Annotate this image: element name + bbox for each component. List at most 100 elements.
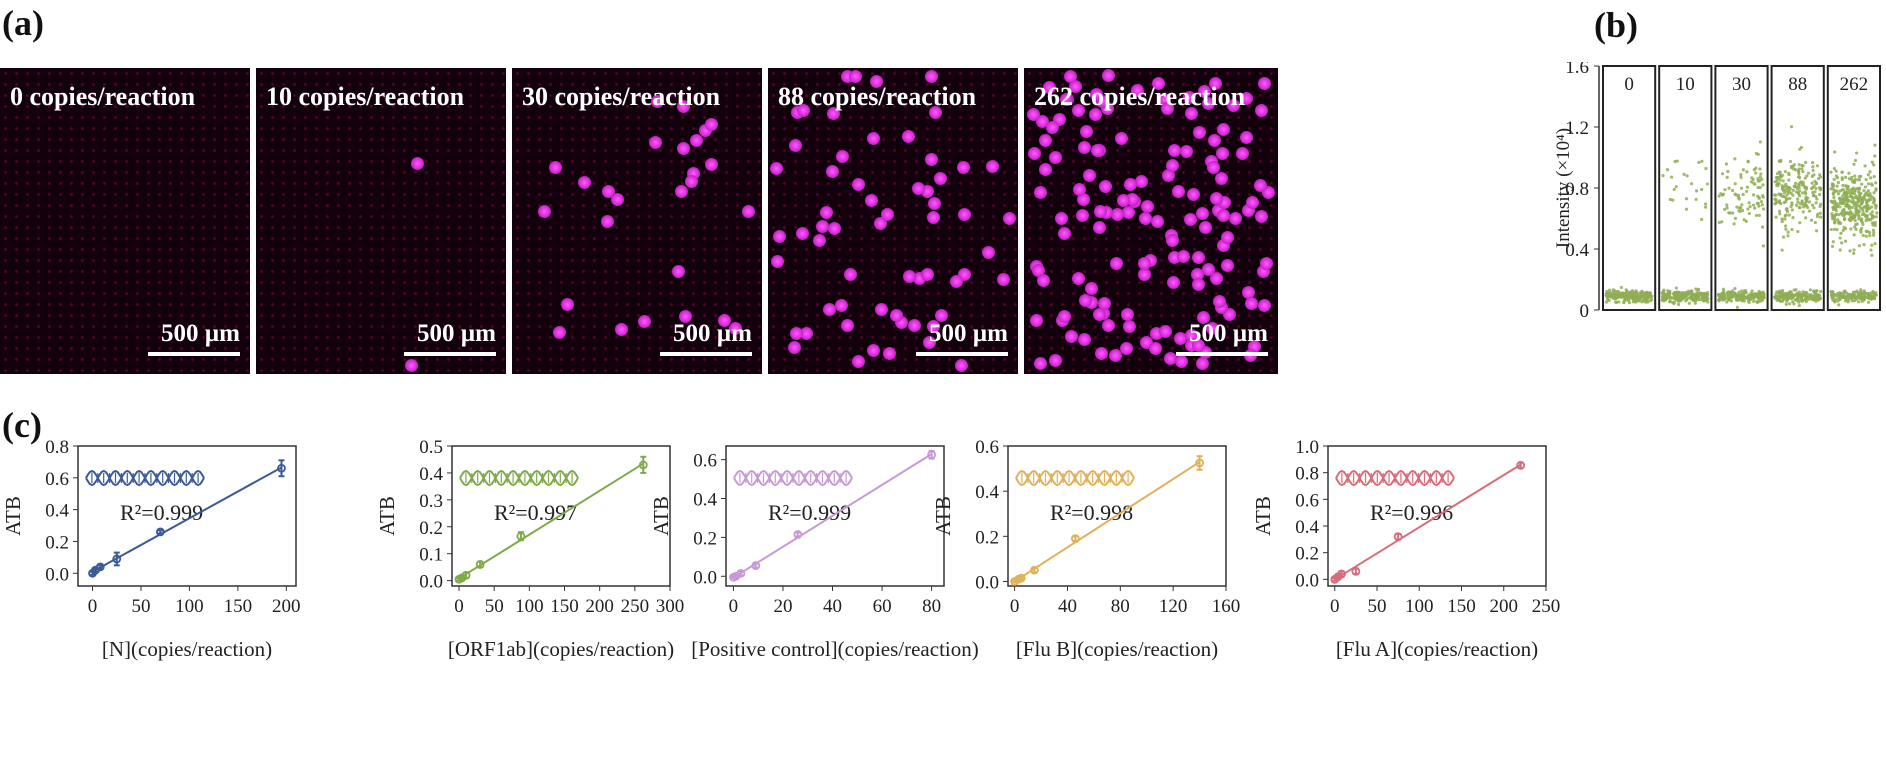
- positive-droplet: [1197, 311, 1211, 325]
- positive-point: [1870, 160, 1874, 164]
- y-tick-label: 0.2: [419, 518, 443, 539]
- negative-point: [1725, 290, 1730, 295]
- negative-point: [1752, 299, 1756, 303]
- positive-point: [1731, 188, 1735, 193]
- positive-droplet: [1217, 123, 1231, 137]
- positive-droplet: [1167, 143, 1181, 157]
- calibration-chart-c3: 0.0 0.2 0.4 0.6 0 20 40 60 80 ATB [Positive contro…: [649, 445, 978, 661]
- positive-droplet: [1120, 307, 1134, 321]
- negative-point: [1706, 293, 1710, 297]
- negative-point: [1676, 302, 1681, 307]
- x-tick-label: 200: [272, 596, 301, 617]
- positive-point: [1777, 209, 1782, 213]
- negative-point: [1632, 293, 1636, 297]
- positive-droplet: [638, 315, 652, 329]
- y-tick-label: 0.2: [1295, 544, 1319, 565]
- positive-droplet: [981, 245, 995, 259]
- panel-label-a: (a): [2, 3, 44, 43]
- positive-droplet: [825, 164, 839, 178]
- x-tick-label: 50: [1368, 596, 1387, 617]
- negative-point: [1813, 291, 1817, 295]
- positive-droplet: [827, 222, 841, 236]
- positive-point: [1778, 178, 1782, 182]
- positive-point: [1849, 227, 1853, 231]
- negative-point: [1698, 291, 1702, 295]
- negative-point: [1721, 287, 1726, 291]
- positive-droplet: [926, 319, 940, 333]
- positive-point: [1841, 194, 1845, 198]
- y-tick-label: 0.4: [975, 482, 999, 503]
- x-tick-label: 0: [729, 596, 739, 617]
- negative-point: [1861, 295, 1865, 299]
- plot-frame: [1007, 445, 1227, 587]
- positive-point: [1843, 239, 1848, 243]
- negative-point: [1705, 298, 1709, 302]
- plot-frame: [451, 445, 671, 587]
- data-point: [277, 459, 286, 478]
- micrograph-2: 30 copies/reaction 500 µm: [512, 68, 762, 374]
- positive-point: [1847, 198, 1851, 203]
- positive-droplet: [1239, 91, 1253, 105]
- positive-point: [1804, 160, 1808, 164]
- x-tick-label: 50: [131, 596, 150, 617]
- positive-point: [1704, 205, 1708, 209]
- positive-point: [1746, 207, 1750, 211]
- data-point: [461, 570, 471, 580]
- positive-point: [1731, 211, 1735, 215]
- positive-point: [1665, 168, 1670, 172]
- positive-point: [1700, 217, 1704, 221]
- positive-point: [1811, 165, 1815, 169]
- positive-droplet: [823, 302, 837, 316]
- positive-point: [1761, 225, 1765, 229]
- positive-point: [1847, 207, 1851, 211]
- positive-droplet: [1228, 212, 1242, 226]
- positive-droplet: [1196, 207, 1210, 221]
- y-tick-label: 0.8: [1565, 179, 1589, 200]
- positive-droplet: [866, 131, 880, 145]
- positive-point: [1780, 184, 1784, 188]
- data-point: [516, 531, 526, 542]
- negative-point: [1872, 297, 1876, 301]
- positive-droplet: [796, 104, 810, 118]
- negative-point: [1728, 291, 1732, 295]
- x-tick-label: 20: [773, 596, 792, 617]
- negative-point: [1791, 300, 1795, 304]
- positive-point: [1838, 196, 1842, 200]
- positive-point: [1875, 211, 1879, 215]
- negative-point: [1803, 293, 1807, 297]
- y-axis-label: ATB: [1, 496, 25, 536]
- positive-droplet: [1167, 250, 1181, 264]
- negative-point: [1778, 299, 1782, 303]
- positive-point: [1752, 181, 1756, 185]
- positive-point: [1814, 186, 1818, 190]
- positive-point: [1721, 192, 1726, 196]
- positive-point: [1722, 207, 1727, 211]
- dna-helix-icon: [459, 469, 579, 487]
- positive-droplet: [770, 162, 784, 176]
- positive-droplet: [1184, 212, 1198, 226]
- group-label: 30: [1732, 74, 1751, 95]
- positive-point: [1854, 207, 1858, 211]
- positive-droplet: [1077, 193, 1091, 207]
- y-tick-label: 0.6: [693, 451, 717, 472]
- positive-droplet: [1121, 206, 1135, 220]
- negative-point: [1749, 294, 1753, 298]
- positive-droplet: [549, 160, 563, 174]
- positive-point: [1745, 185, 1749, 189]
- positive-point: [1796, 191, 1800, 195]
- positive-droplet: [1079, 293, 1093, 307]
- positive-point: [1791, 188, 1795, 192]
- positive-droplet: [1082, 168, 1096, 182]
- negative-point: [1726, 294, 1730, 298]
- positive-point: [1793, 181, 1798, 185]
- negative-point: [1866, 300, 1871, 304]
- positive-point: [1814, 201, 1818, 205]
- positive-point: [1812, 184, 1816, 188]
- positive-droplet: [1098, 179, 1112, 193]
- positive-point: [1815, 197, 1819, 201]
- positive-point: [1751, 177, 1755, 182]
- scale-bar: [1176, 352, 1268, 356]
- negative-point: [1830, 292, 1834, 297]
- positive-point: [1855, 222, 1859, 226]
- positive-point: [1784, 207, 1788, 211]
